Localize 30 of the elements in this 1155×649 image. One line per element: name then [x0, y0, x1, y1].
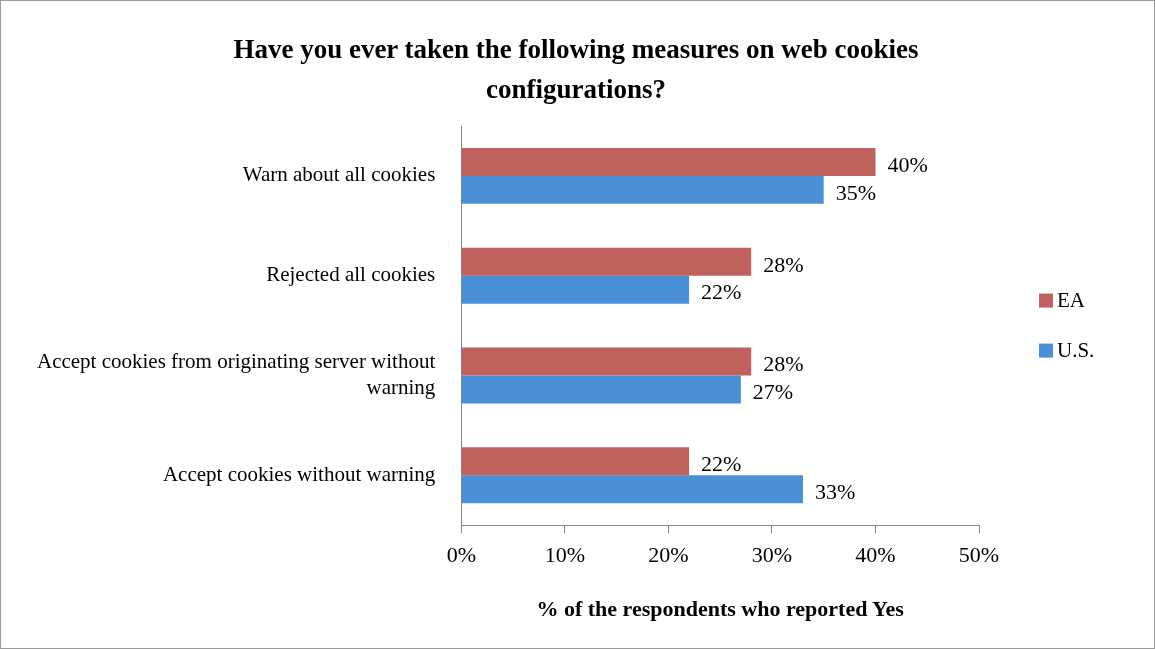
data-label: 35% [835, 179, 877, 205]
bar [461, 447, 690, 476]
legend-label: EA [1057, 288, 1086, 313]
x-tick-label: 40% [855, 542, 896, 568]
x-axis-title: % of the respondents who reported Yes [536, 596, 905, 622]
bar [461, 375, 741, 404]
x-tick-label: 30% [751, 542, 793, 568]
bar [461, 475, 803, 504]
data-label: 22% [701, 451, 742, 477]
data-label: 27% [752, 379, 794, 405]
bar [461, 175, 824, 204]
chart-title: Have you ever taken the following measures on web cookies configurations? [232, 33, 920, 106]
x-tick-label: 50% [958, 542, 1000, 568]
bar [461, 247, 752, 276]
y-tick-label: Accept cookies without warning [162, 461, 436, 486]
y-tick-label: Rejected all cookies [266, 262, 436, 287]
x-tick-label: 10% [544, 542, 586, 568]
data-label: 22% [701, 279, 742, 305]
x-tick-label: 20% [648, 542, 689, 568]
data-label: 28% [763, 251, 804, 277]
bar [461, 347, 752, 376]
bar [461, 147, 876, 176]
x-tick-label: 0% [446, 542, 476, 568]
data-label: 40% [887, 151, 928, 177]
legend-label: U.S. [1057, 338, 1095, 363]
y-tick-label: Accept cookies from originating server without warning [36, 349, 436, 399]
bar [461, 275, 690, 304]
data-label: 33% [814, 479, 856, 505]
data-label: 28% [763, 351, 804, 377]
y-tick-label: Warn about all cookies [242, 162, 436, 187]
